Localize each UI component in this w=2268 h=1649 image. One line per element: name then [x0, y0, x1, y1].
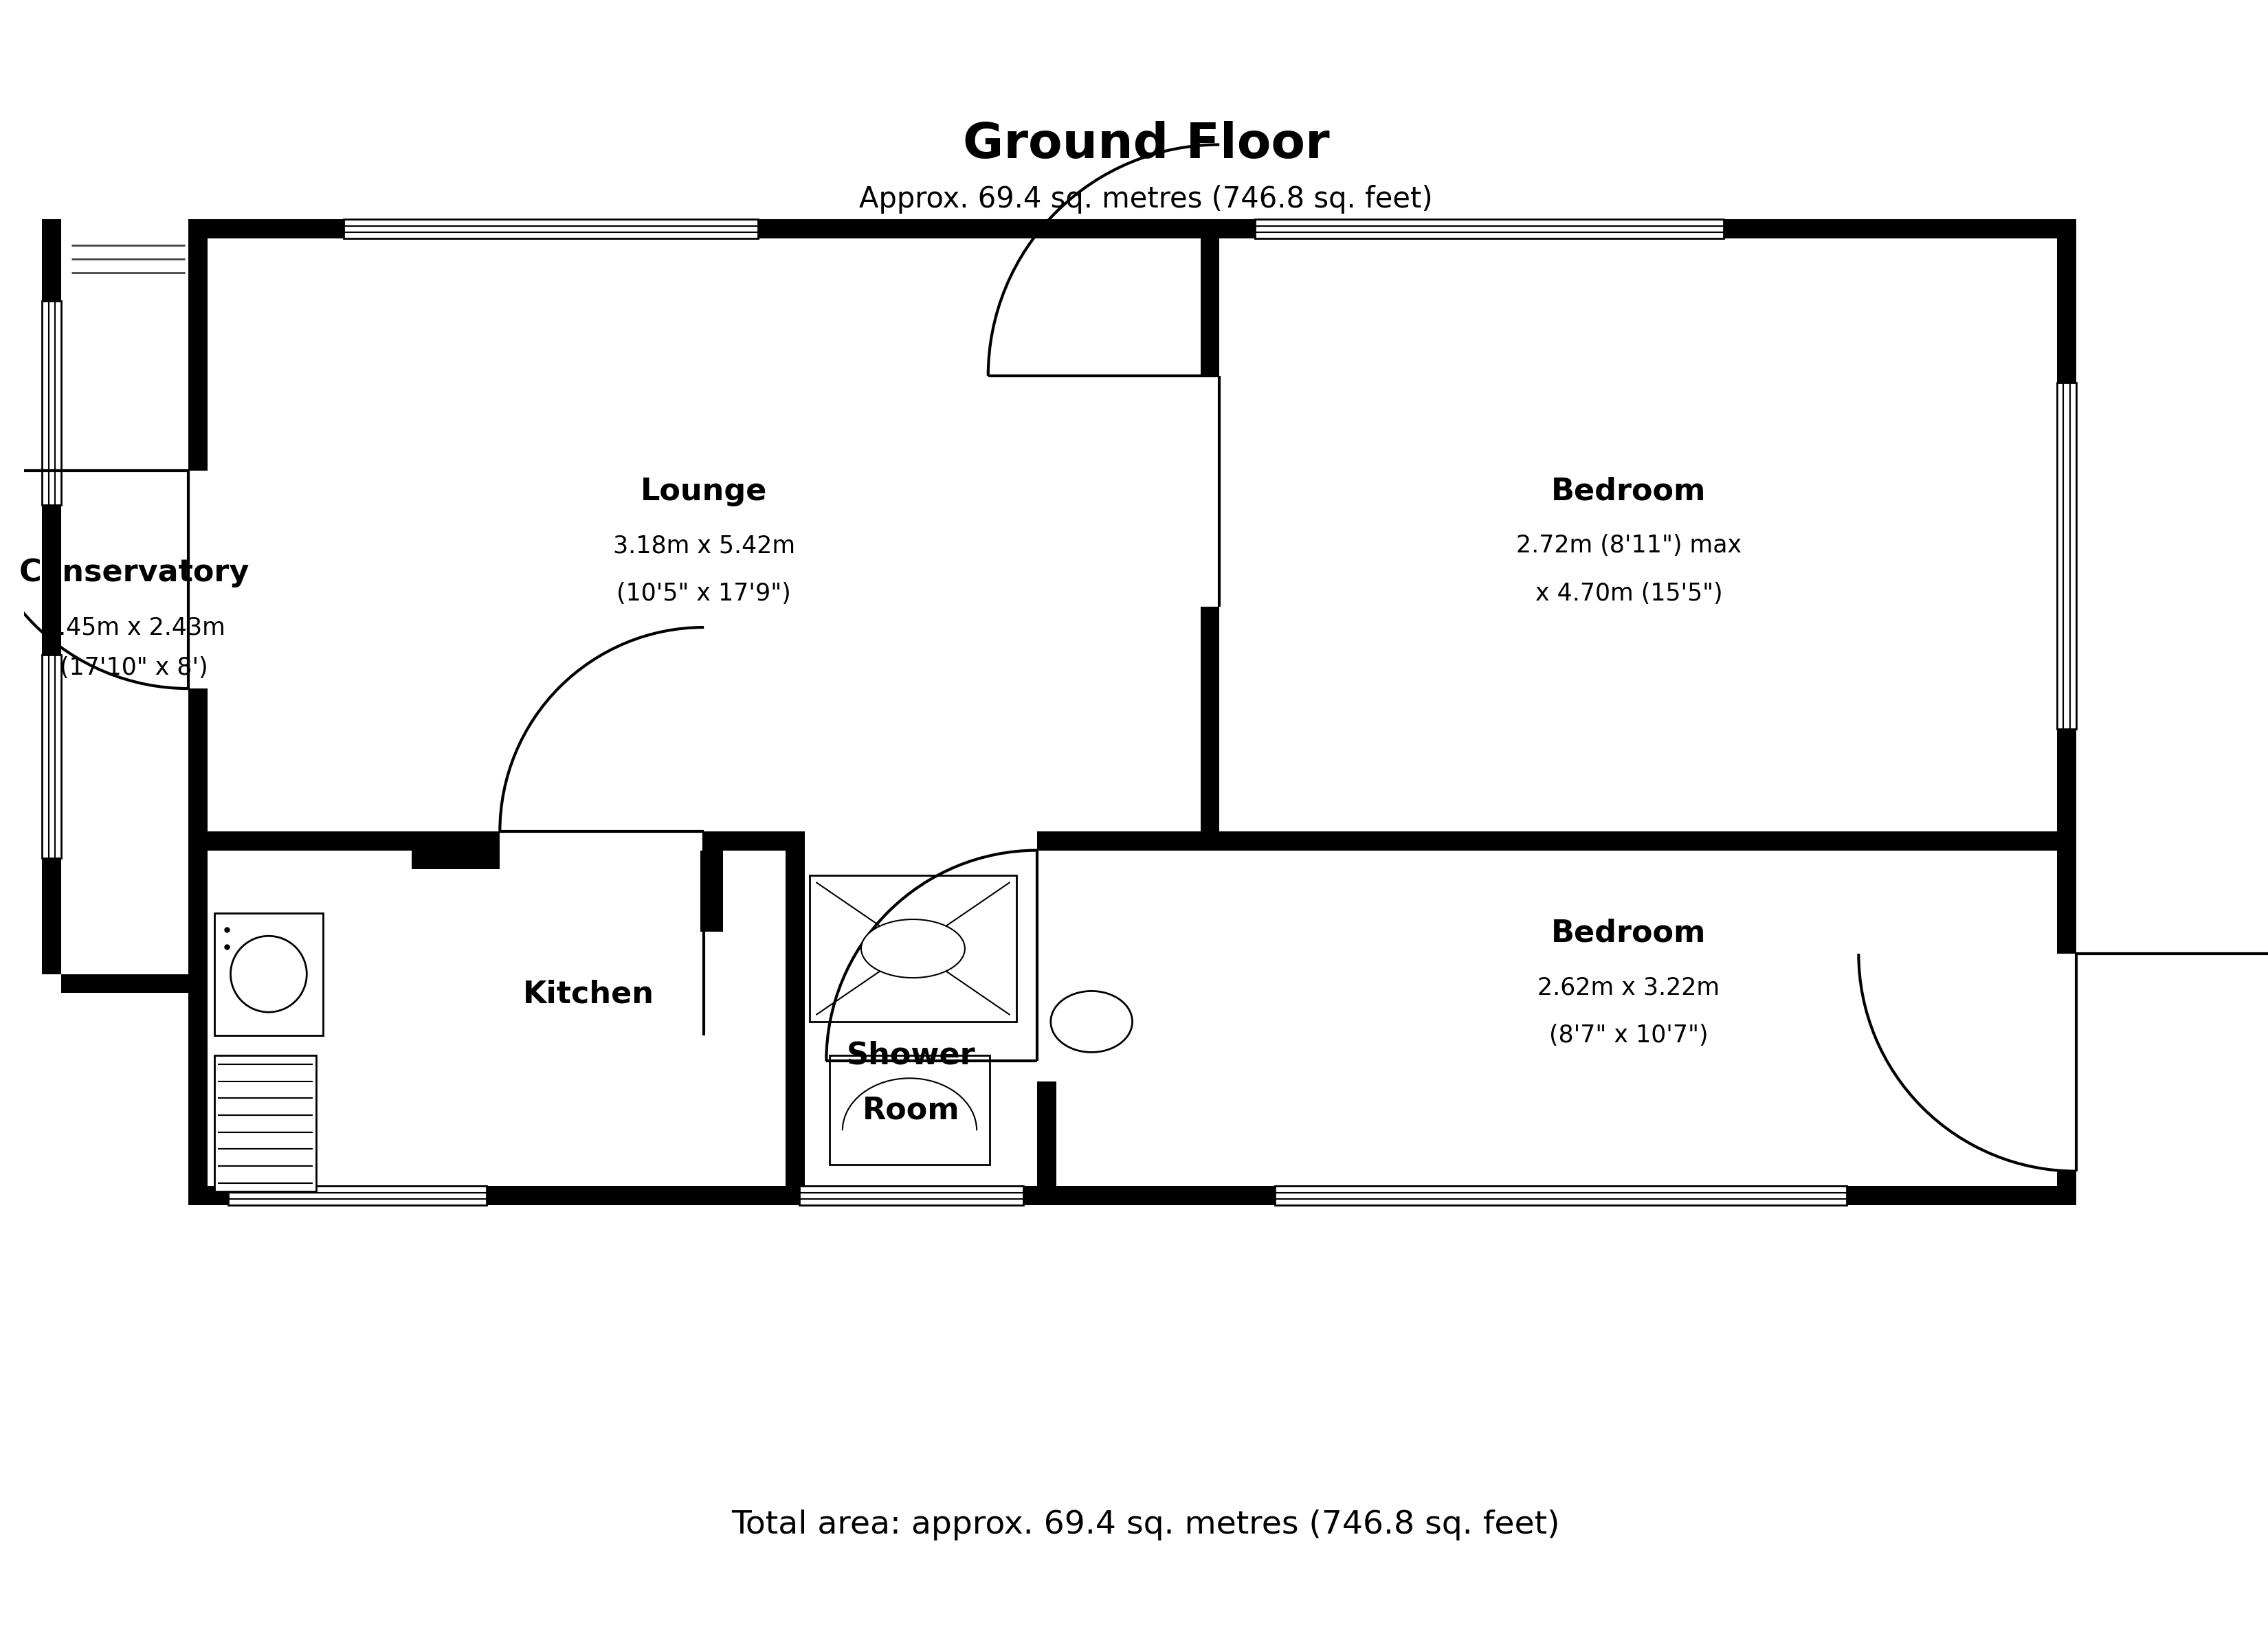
Text: Shower: Shower — [846, 1041, 975, 1070]
Bar — [2057, 953, 2075, 1171]
Bar — [703, 831, 785, 851]
Bar — [798, 1186, 1023, 1205]
Ellipse shape — [862, 920, 964, 978]
Bar — [2057, 219, 2075, 1205]
Text: Lounge: Lounge — [640, 477, 767, 506]
Text: 2.72m (8'11") max: 2.72m (8'11") max — [1515, 534, 1742, 557]
Bar — [499, 831, 703, 851]
Text: 5.45m x 2.43m: 5.45m x 2.43m — [43, 615, 225, 640]
Bar — [1275, 1186, 1846, 1205]
Text: Total area: approx. 69.4 sq. metres (746.8 sq. feet): Total area: approx. 69.4 sq. metres (746… — [733, 1509, 1560, 1540]
Bar — [213, 1055, 315, 1192]
Bar — [188, 219, 206, 1205]
Text: Ground Floor: Ground Floor — [962, 120, 1329, 168]
Bar — [342, 219, 758, 239]
Bar — [1036, 831, 1200, 851]
Bar — [342, 219, 758, 239]
Bar — [1036, 1082, 1057, 1205]
Bar — [43, 219, 61, 975]
Bar — [785, 831, 805, 1205]
Text: (17'10" x 8'): (17'10" x 8') — [59, 656, 209, 679]
Bar — [188, 472, 206, 689]
Bar — [43, 302, 61, 505]
Text: x 4.70m (15'5"): x 4.70m (15'5") — [1535, 582, 1721, 605]
Bar — [61, 975, 206, 993]
Text: (8'7" x 10'7"): (8'7" x 10'7") — [1549, 1024, 1708, 1047]
Bar — [1275, 1186, 1846, 1205]
Bar — [43, 655, 61, 859]
Bar — [213, 914, 322, 1036]
Bar — [227, 1186, 485, 1205]
Ellipse shape — [1050, 991, 1132, 1052]
Bar — [810, 876, 1016, 1022]
Text: (10'5" x 17'9"): (10'5" x 17'9") — [617, 582, 792, 605]
Text: Bedroom: Bedroom — [1551, 477, 1706, 506]
Bar — [206, 219, 2057, 239]
Text: 3.18m x 5.42m: 3.18m x 5.42m — [612, 534, 796, 557]
Bar — [1200, 831, 2075, 851]
Bar — [411, 851, 499, 869]
Circle shape — [231, 937, 306, 1012]
Text: Kitchen: Kitchen — [522, 980, 653, 1009]
Text: 2.62m x 3.22m: 2.62m x 3.22m — [1538, 976, 1719, 999]
Bar — [830, 1055, 989, 1164]
Bar — [701, 851, 723, 932]
Bar — [227, 1186, 485, 1205]
Bar — [2057, 383, 2075, 729]
Bar — [1200, 376, 1220, 607]
Text: Conservatory: Conservatory — [18, 557, 249, 587]
Bar — [1254, 219, 1724, 239]
Bar — [43, 302, 61, 505]
Text: Bedroom: Bedroom — [1551, 918, 1706, 948]
Bar — [213, 1055, 315, 1192]
Bar — [1200, 219, 1220, 851]
Bar — [1254, 219, 1724, 239]
Bar — [213, 914, 322, 1036]
Text: Room: Room — [862, 1095, 959, 1125]
Bar — [206, 831, 499, 851]
Bar — [43, 655, 61, 859]
Bar — [798, 1186, 1023, 1205]
Bar — [2057, 383, 2075, 729]
Bar — [1036, 851, 1057, 1060]
Bar — [206, 1186, 2057, 1205]
Text: Approx. 69.4 sq. metres (746.8 sq. feet): Approx. 69.4 sq. metres (746.8 sq. feet) — [860, 185, 1433, 213]
